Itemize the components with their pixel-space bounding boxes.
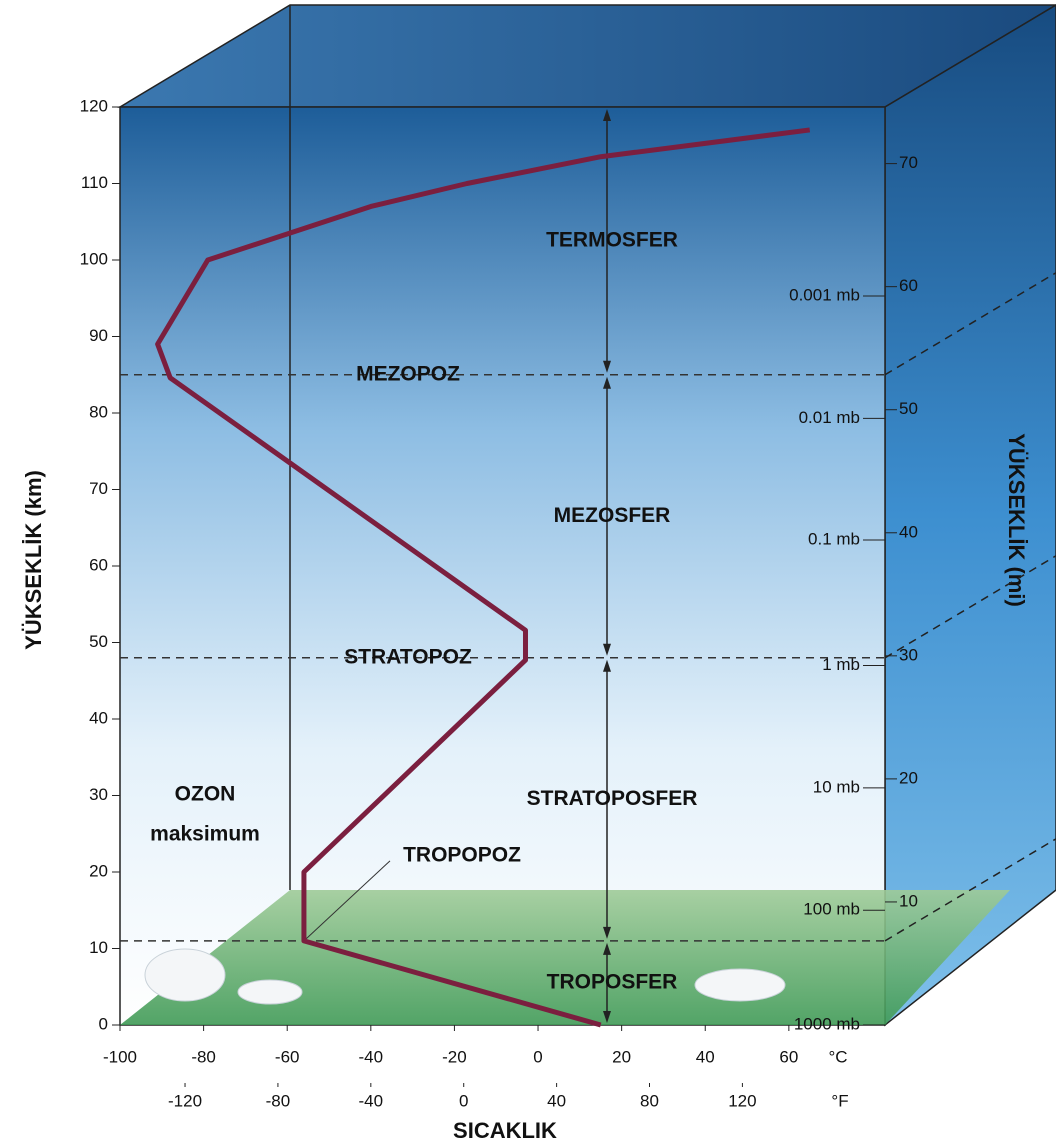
x2-tick-label: 40 [547,1091,566,1110]
y2-tick-label: 40 [899,522,918,541]
y-tick-label: 60 [89,555,108,574]
box-front [120,107,885,1025]
pressure-label: 0.001 mb [789,285,860,304]
x2-tick-label: 0 [459,1091,468,1110]
boundary-label: TROPOPOZ [403,843,521,866]
x-tick-label: -60 [275,1047,300,1066]
layer-label: TERMOSFER [546,228,678,251]
x-tick-label: 60 [779,1047,798,1066]
x2-tick-label: -120 [168,1091,202,1110]
x2-tick-label: -80 [266,1091,291,1110]
pressure-label: 1000 mb [794,1014,860,1033]
pressure-label: 10 mb [813,777,860,796]
y2-tick-label: 20 [899,768,918,787]
y2-tick-label: 10 [899,891,918,910]
x2-unit: °F [831,1091,848,1110]
pressure-label: 100 mb [803,900,860,919]
y2-tick-label: 70 [899,153,918,172]
y-tick-label: 20 [89,861,108,880]
layer-label: MEZOSFER [554,504,671,527]
boundary-label: STRATOPOZ [344,645,472,668]
cloud [238,980,302,1004]
x-tick-label: 40 [696,1047,715,1066]
layer-label: STRATOPOSFER [527,787,698,810]
annotation: maksimum [150,823,260,846]
x-tick-label: -20 [442,1047,467,1066]
x-tick-label: 20 [612,1047,631,1066]
x-tick-label: -80 [191,1047,216,1066]
y-tick-label: 40 [89,708,108,727]
y-tick-label: 0 [99,1014,108,1033]
cloud [695,969,785,1001]
x2-tick-label: 80 [640,1091,659,1110]
chart: YÜKSEKLİK (km) YÜKSEKLİK (mi) SICAKLIK °… [0,0,1056,1145]
pressure-label: 0.1 mb [808,529,860,548]
x-tick-label: 0 [533,1047,542,1066]
y-tick-label: 80 [89,402,108,421]
y-axis-title: YÜKSEKLİK (km) [21,470,46,650]
cloud [145,949,225,1001]
y2-axis-title: YÜKSEKLİK (mi) [1004,433,1029,607]
layer-label: TROPOSFER [547,970,678,993]
y2-tick-label: 50 [899,399,918,418]
pressure-label: 0.01 mb [799,408,860,427]
x-tick-label: -40 [359,1047,384,1066]
annotation: OZON [175,783,236,806]
y-tick-label: 100 [80,249,108,268]
x-tick-label: -100 [103,1047,137,1066]
y-tick-label: 50 [89,632,108,651]
y2-tick-label: 60 [899,276,918,295]
y-tick-label: 120 [80,96,108,115]
x2-tick-label: -40 [359,1091,384,1110]
y-tick-label: 10 [89,938,108,957]
y-tick-label: 90 [89,326,108,345]
x-axis-title: SICAKLIK [453,1118,557,1143]
y-tick-label: 110 [81,173,108,192]
y-tick-label: 70 [89,479,108,498]
x-unit: °C [828,1047,847,1066]
y-tick-label: 30 [89,785,108,804]
boundary-label: MEZOPOZ [356,362,460,385]
x2-tick-label: 120 [728,1091,756,1110]
page: YÜKSEKLİK (km) YÜKSEKLİK (mi) SICAKLIK °… [0,0,1056,1145]
